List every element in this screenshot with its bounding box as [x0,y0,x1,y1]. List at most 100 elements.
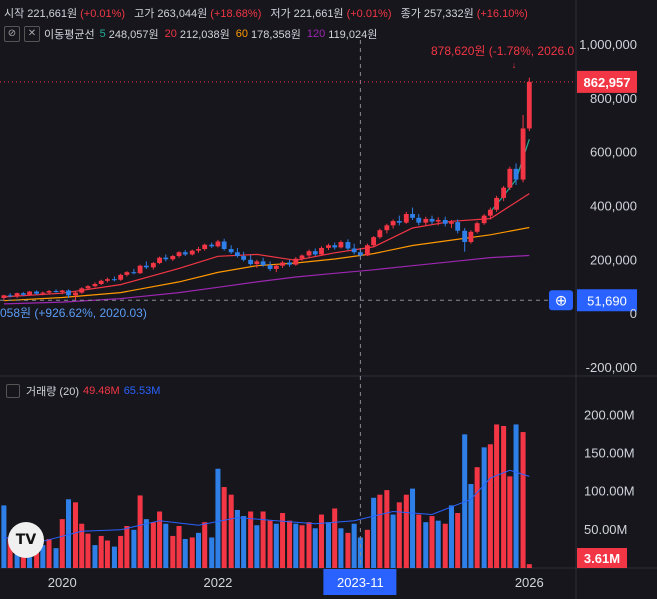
candle-body [202,244,208,250]
candle-body [143,265,149,268]
volume-bar [124,526,130,568]
volume-bar [92,545,98,568]
volume-bar [143,519,149,568]
volume-bar [209,537,215,568]
ma5-period: 5 [99,28,106,40]
candle-body [189,250,195,255]
volume-bar [176,526,182,568]
low-value: 221,661원 [293,8,344,20]
volume-bar [104,540,110,568]
candle-body [449,222,454,224]
open-label: 시작 [4,8,25,20]
volume-bar [241,516,247,568]
candle-body [131,272,137,274]
volume-bar [448,505,454,568]
candle-body [163,257,169,260]
eye-icon[interactable] [6,384,20,398]
candle-body [326,245,331,248]
candle-body [416,217,422,223]
candle-body [481,215,487,224]
volume-bar [85,533,91,568]
tradingview-logo[interactable]: TV [8,522,44,558]
crosshair-time-badge [323,569,397,595]
volume-bar [14,554,20,568]
candle-body [260,261,266,266]
candle-body [215,241,221,247]
volume-bar [390,514,396,568]
low-annotation: 058원 (+926.62%, 2020.03) [0,306,147,320]
candle-body [228,249,234,253]
last-volume-badge [577,548,627,568]
candle-body [111,279,117,281]
last-price-label: 862,957 [584,75,631,90]
volume-bar [248,511,254,568]
volume-bar [507,476,513,568]
volume-bar [345,532,351,568]
volume-bar [384,490,390,568]
candlesticks [1,77,532,301]
volume-ma-line [3,469,530,542]
volume-bar [513,424,519,568]
candle-body [196,249,201,251]
candle-body [501,187,507,198]
volume-bar [520,432,526,568]
volume-bar [526,564,532,568]
volume-bar [306,522,312,568]
moving-average-legend: ⊘ ✕ 이동평균선 5 248,057원 20 212,038원 60 178,358… [4,26,383,42]
ma120-line [3,254,530,305]
ma-legend-title: 이동평균선 [44,29,95,41]
time-tick-label: 2026 [515,575,544,590]
volume-bar [53,548,59,568]
volume-bar [435,520,441,568]
time-tick-label: 2022 [203,575,232,590]
volume-bar [364,529,370,568]
candle-body [442,219,448,224]
candle-body [273,265,279,269]
eye-icon[interactable]: ⊘ [4,26,20,42]
volume-bar [111,546,117,568]
volume-bar [273,523,279,568]
volume-bar [280,513,286,568]
ma20-period: 20 [164,28,177,40]
volume-bar [455,513,461,568]
close-label: 종가 [400,8,421,20]
close-icon[interactable]: ✕ [24,26,40,42]
candle-body [7,295,13,297]
candle-body [384,225,390,231]
last-volume-label: 3.61M [584,551,620,566]
volume-bar [72,502,79,568]
volume-value-2: 65.53M [123,385,161,397]
volume-bar [481,447,487,568]
volume-legend-title: 거래량 (20) [26,386,79,398]
candle-body [526,81,532,129]
high-annotation: 878,620원 (-1.78%, 2026.0 [431,44,574,58]
volume-bar [474,467,480,568]
open-pct: (+0.01%) [80,8,126,20]
candle-body [27,291,33,295]
volume-bar [221,487,227,568]
volume-bar [260,511,266,568]
volume-bar [287,520,293,568]
chart-axes: 1,000,000 800,000 600,000 400,000 200,000 0 -2… [48,37,637,595]
volume-bar [59,519,65,568]
moving-average-lines [3,139,530,305]
low-pct: (+0.01%) [346,8,392,20]
price-tick-label: -200,000 [586,360,637,375]
volume-bar [131,529,137,568]
candle-body [14,293,20,297]
candle-body [357,252,363,256]
crosshair-price-label: 51,690 [587,293,627,308]
candle-body [34,291,40,294]
price-tick-label: 0 [630,306,637,321]
time-tick-label: 2020 [48,575,77,590]
volume-bar [442,523,448,568]
candle-body [85,286,91,289]
candle-body [287,262,292,265]
volume-bar [34,551,40,568]
candle-body [20,293,26,295]
candle-body [487,209,493,216]
candle-body [254,261,260,265]
ma120-value: 119,024원 [328,29,378,41]
candle-body [40,292,46,294]
